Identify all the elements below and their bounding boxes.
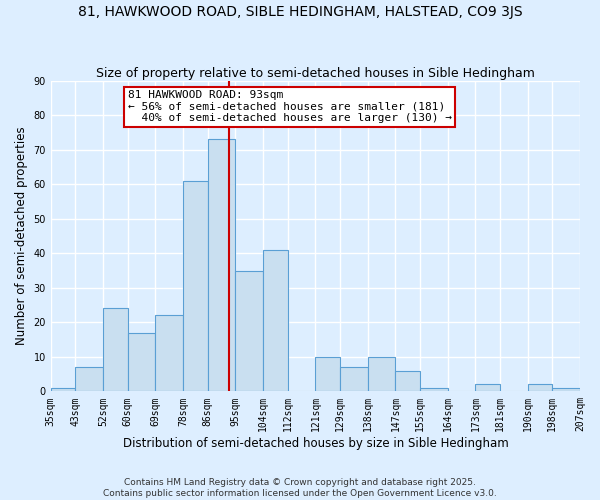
Bar — [395, 370, 420, 392]
Bar — [183, 181, 208, 392]
Bar — [235, 270, 263, 392]
Bar — [76, 367, 103, 392]
Bar — [527, 384, 553, 392]
Title: Size of property relative to semi-detached houses in Sible Hedingham: Size of property relative to semi-detach… — [96, 66, 535, 80]
Bar — [51, 388, 76, 392]
Text: 81, HAWKWOOD ROAD, SIBLE HEDINGHAM, HALSTEAD, CO9 3JS: 81, HAWKWOOD ROAD, SIBLE HEDINGHAM, HALS… — [77, 5, 523, 19]
Bar — [475, 384, 500, 392]
Bar — [263, 250, 288, 392]
Text: 81 HAWKWOOD ROAD: 93sqm
← 56% of semi-detached houses are smaller (181)
  40% of: 81 HAWKWOOD ROAD: 93sqm ← 56% of semi-de… — [128, 90, 452, 123]
Bar — [340, 367, 368, 392]
Y-axis label: Number of semi-detached properties: Number of semi-detached properties — [15, 126, 28, 346]
Text: Contains HM Land Registry data © Crown copyright and database right 2025.
Contai: Contains HM Land Registry data © Crown c… — [103, 478, 497, 498]
Bar — [420, 388, 448, 392]
Bar — [316, 357, 340, 392]
Bar — [553, 388, 580, 392]
Bar — [368, 357, 395, 392]
Bar — [155, 316, 183, 392]
Bar — [103, 308, 128, 392]
Bar — [128, 332, 155, 392]
X-axis label: Distribution of semi-detached houses by size in Sible Hedingham: Distribution of semi-detached houses by … — [122, 437, 508, 450]
Bar — [208, 140, 235, 392]
